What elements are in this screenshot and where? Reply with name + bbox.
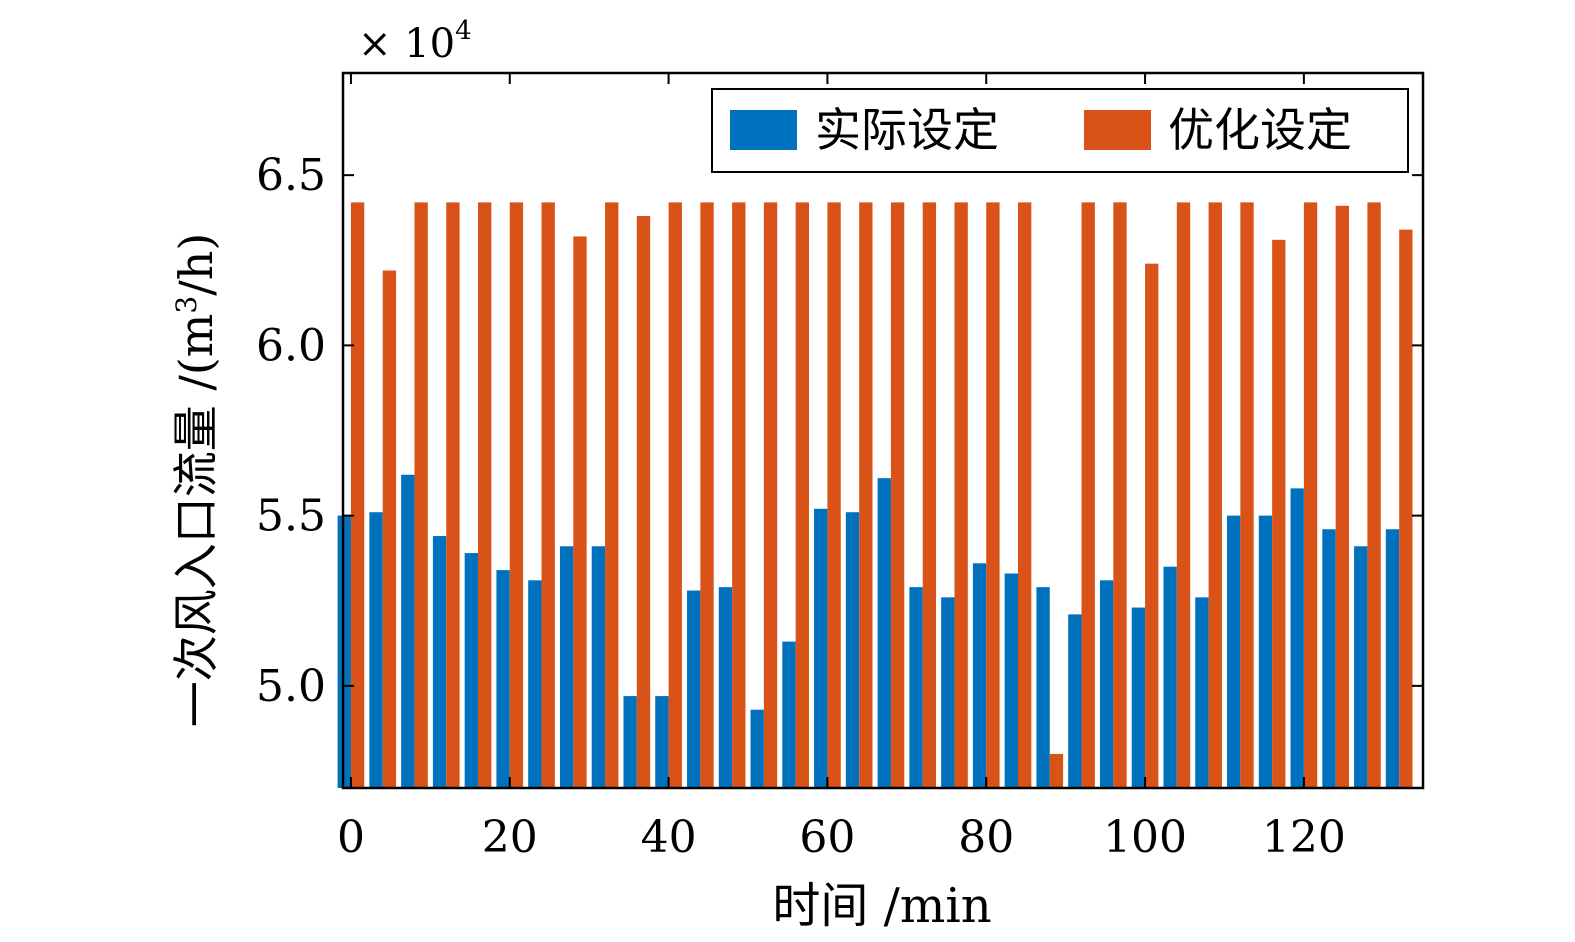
- x-tick-label: 60: [799, 812, 855, 863]
- bar-actual-33: [1385, 529, 1400, 788]
- bar-optimized-5: [509, 202, 524, 788]
- x-axis-label: 时间 /min: [772, 878, 991, 934]
- bar-optimized-11: [700, 202, 714, 788]
- bar-optimized-27: [1208, 202, 1222, 788]
- y-axis-label: 一次风入口流量 /(m3/h): [169, 233, 223, 728]
- y-tick-label: 5.0: [256, 661, 326, 712]
- bar-actual-25: [1131, 607, 1146, 788]
- bar-optimized-28: [1240, 202, 1254, 788]
- bar-optimized-30: [1303, 202, 1318, 788]
- y-axis-label-main: 一次风入口流量 /(m: [169, 314, 223, 728]
- bar-actual-14: [782, 641, 796, 788]
- y-axis-label-sup: 3: [170, 296, 203, 314]
- bar-optimized-2: [414, 202, 428, 788]
- legend-swatch-actual: [730, 110, 797, 150]
- ticks-group: 0 20 40 60 80 100 120 5.0 5.5 6.0 6.5: [256, 73, 1423, 863]
- bar-actual-29: [1258, 515, 1273, 788]
- bar-optimized-33: [1399, 229, 1413, 788]
- bar-optimized-19: [954, 202, 968, 788]
- y-axis-label-tail: /h): [169, 233, 223, 296]
- bar-actual-11: [687, 590, 701, 788]
- bar-actual-19: [941, 597, 955, 788]
- bars-group: [337, 202, 1413, 789]
- bar-optimized-25: [1145, 263, 1159, 788]
- bar-actual-24: [1099, 580, 1114, 788]
- bar-optimized-10: [668, 202, 682, 788]
- bar-actual-13: [750, 709, 764, 788]
- legend-box: [711, 88, 1409, 173]
- bar-optimized-7: [573, 236, 587, 788]
- bar-actual-26: [1163, 566, 1177, 788]
- bar-actual-7: [559, 546, 574, 788]
- plot-frame: [341, 71, 1425, 790]
- bar-actual-15: [814, 508, 828, 788]
- bar-actual-6: [528, 580, 542, 788]
- bar-actual-30: [1290, 488, 1304, 788]
- bar-actual-20: [972, 563, 987, 788]
- scale-note: × 104: [358, 16, 472, 67]
- bar-optimized-12: [732, 202, 746, 788]
- bar-actual-0: [337, 515, 351, 788]
- x-tick-label: 40: [641, 812, 697, 863]
- bar-optimized-0: [350, 202, 365, 788]
- bar-optimized-15: [827, 202, 841, 788]
- bar-actual-4: [464, 553, 478, 788]
- x-tick-label: 20: [482, 812, 538, 863]
- bar-actual-23: [1068, 614, 1082, 788]
- bar-optimized-8: [605, 202, 619, 788]
- bar-actual-31: [1322, 529, 1336, 788]
- legend: 实际设定 优化设定: [711, 88, 1409, 173]
- legend-label-optimized: 优化设定: [1168, 103, 1352, 157]
- x-tick-label: 80: [958, 812, 1014, 863]
- scale-note-exponent: 4: [455, 16, 472, 46]
- x-tick-label: 0: [337, 812, 365, 863]
- bar-optimized-16: [859, 202, 873, 788]
- bar-optimized-3: [446, 202, 460, 788]
- y-tick-label: 5.5: [256, 491, 326, 542]
- x-tick-label: 100: [1103, 812, 1187, 863]
- bar-optimized-1: [382, 270, 397, 789]
- bar-actual-1: [369, 512, 383, 788]
- bar-optimized-31: [1335, 205, 1349, 789]
- bar-optimized-4: [478, 202, 492, 788]
- bar-optimized-17: [890, 202, 905, 788]
- bar-optimized-24: [1113, 202, 1127, 788]
- bar-optimized-9: [636, 216, 651, 788]
- legend-swatch-optimized: [1084, 110, 1151, 150]
- bar-actual-3: [432, 536, 447, 788]
- bar-actual-17: [877, 478, 891, 788]
- bar-optimized-29: [1272, 239, 1286, 788]
- bar-actual-27: [1195, 597, 1209, 788]
- bar-optimized-26: [1176, 202, 1191, 788]
- y-tick-label: 6.5: [256, 150, 326, 201]
- bar-optimized-13: [763, 202, 778, 788]
- bar-actual-22: [1036, 587, 1050, 788]
- bar-optimized-20: [986, 202, 1000, 788]
- legend-label-actual: 实际设定: [815, 103, 999, 157]
- bar-optimized-21: [1018, 202, 1032, 788]
- bar-optimized-22: [1049, 753, 1064, 788]
- scale-note-prefix: × 10: [358, 21, 455, 67]
- bar-actual-28: [1227, 515, 1241, 788]
- bar-actual-16: [845, 512, 860, 788]
- bar-actual-2: [401, 474, 415, 788]
- bar-actual-9: [623, 696, 637, 788]
- bar-actual-12: [718, 587, 733, 788]
- x-tick-label: 120: [1262, 812, 1346, 863]
- bar-optimized-18: [922, 202, 937, 788]
- bar-optimized-32: [1367, 202, 1381, 788]
- bar-actual-32: [1354, 546, 1368, 788]
- bar-actual-8: [591, 546, 606, 788]
- bar-actual-18: [909, 587, 923, 788]
- bar-optimized-23: [1081, 202, 1095, 788]
- bar-optimized-6: [541, 202, 555, 788]
- bar-actual-21: [1004, 573, 1018, 788]
- y-tick-label: 6.0: [256, 320, 326, 371]
- bar-optimized-14: [795, 202, 809, 788]
- bar-actual-5: [496, 570, 510, 788]
- bar-actual-10: [655, 696, 669, 788]
